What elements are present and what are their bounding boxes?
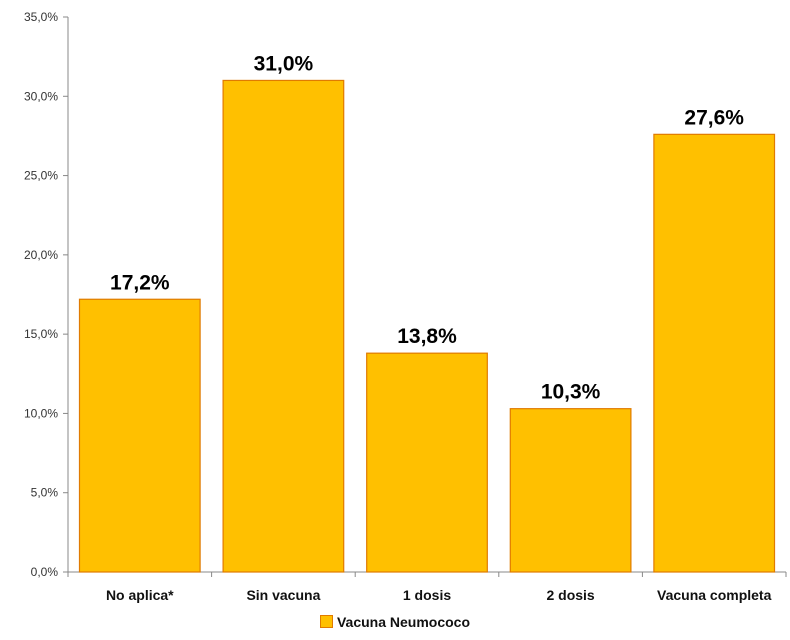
data-label: 10,3% <box>541 381 601 404</box>
bar <box>509 408 632 573</box>
legend-label: Vacuna Neumococo <box>336 614 471 630</box>
y-tick-label: 15,0% <box>24 327 58 341</box>
category-label: Vacuna completa <box>657 587 772 603</box>
y-tick-label: 0,0% <box>31 565 59 579</box>
category-label: Sin vacuna <box>246 587 320 603</box>
category-label: 1 dosis <box>403 587 451 603</box>
y-tick-label: 30,0% <box>24 89 58 103</box>
y-tick-label: 20,0% <box>24 248 58 262</box>
bar <box>78 298 201 573</box>
data-label: 31,0% <box>254 52 314 75</box>
bar-chart: 0,0% 5,0% 10,0% 15,0% 20,0% 25,0% 30,0% 35,0% 17… <box>24 10 787 603</box>
bar <box>222 79 345 573</box>
legend-swatch <box>319 615 333 628</box>
data-label: 17,2% <box>110 271 170 294</box>
data-label: 13,8% <box>397 325 457 348</box>
category-label: 2 dosis <box>546 587 594 603</box>
y-tick-label: 25,0% <box>24 169 58 183</box>
bar <box>366 352 488 573</box>
y-tick-label: 10,0% <box>24 406 58 420</box>
bar <box>653 133 776 573</box>
data-label: 27,6% <box>684 106 744 129</box>
y-tick-label: 5,0% <box>31 486 59 500</box>
category-label: No aplica* <box>106 587 174 603</box>
y-tick-label: 35,0% <box>24 10 58 24</box>
legend: Vacuna Neumococo <box>0 614 790 630</box>
